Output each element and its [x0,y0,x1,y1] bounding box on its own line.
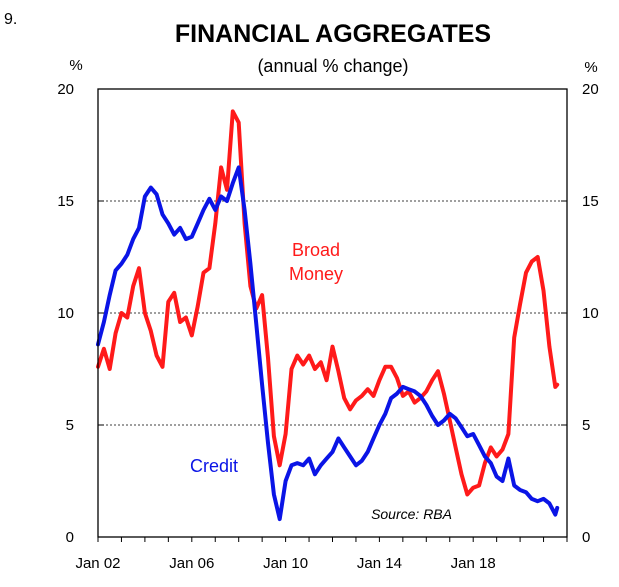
chart-subtitle: (annual % change) [257,56,408,76]
source-note: Source: RBA [371,506,452,522]
series-label-credit: Credit [190,456,238,476]
y-tick-label-left-15: 15 [57,193,74,210]
chart: 9. FINANCIAL AGGREGATES (annual % change… [0,0,619,587]
y-tick-label-left-10: 10 [57,305,74,322]
chart-title: FINANCIAL AGGREGATES [175,20,491,48]
x-tick-label-jan-06: Jan 06 [169,555,214,572]
y-tick-label-right-0: 0 [582,529,590,546]
series-label-broad-money-line-1: Broad [292,240,340,260]
x-tick-label-jan-02: Jan 02 [75,555,120,572]
y-tick-label-right-15: 15 [582,193,599,210]
y-tick-label-left-20: 20 [57,81,74,98]
series-label-broad-money-line-2: Money [289,264,343,284]
figure-number: 9. [4,11,17,28]
series-line-credit [98,167,557,519]
y-axis-label-left: % [69,57,82,74]
series-line-broad-money [98,111,557,494]
series-group [98,111,557,519]
y-tick-label-right-5: 5 [582,417,590,434]
y-tick-label-left-0: 0 [66,529,74,546]
x-tick-label-jan-18: Jan 18 [451,555,496,572]
x-tick-label-jan-14: Jan 14 [357,555,402,572]
y-tick-label-left-5: 5 [66,417,74,434]
y-axis-label-right: % [584,59,597,76]
y-tick-label-right-20: 20 [582,81,599,98]
x-ticks: Jan 02 Jan 06 Jan 10 Jan 14 Jan 18 [75,537,567,572]
y-ticks-left: 0 5 10 15 20 [57,81,104,546]
x-tick-label-jan-10: Jan 10 [263,555,308,572]
y-tick-label-right-10: 10 [582,305,599,322]
